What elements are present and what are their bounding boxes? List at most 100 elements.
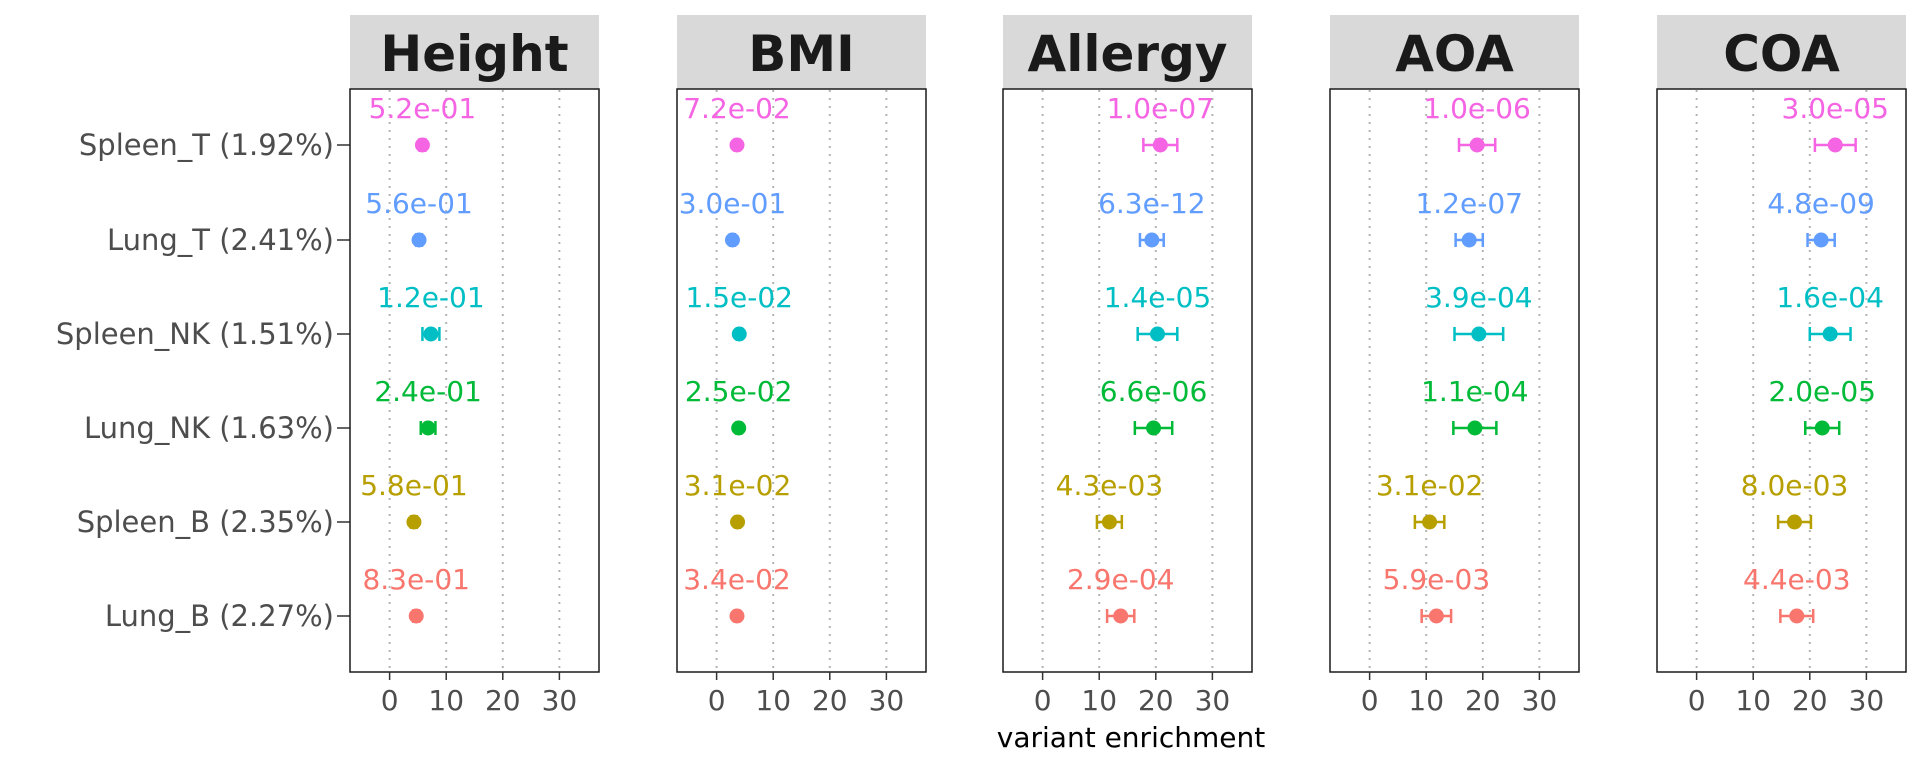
data-point (729, 608, 745, 624)
x-tick-label: 0 (1688, 684, 1706, 717)
x-tick-label: 20 (485, 684, 521, 717)
y-tick-label: Spleen_T (1.92%) (79, 128, 334, 162)
panel-title: AOA (1395, 25, 1514, 83)
panel-frame (676, 88, 927, 673)
p-value-label: 3.0e-01 (679, 187, 787, 220)
panel-title: Allergy (1028, 25, 1228, 83)
y-tick-label: Lung_NK (1.63%) (84, 411, 334, 445)
data-point (1469, 137, 1485, 153)
data-point (724, 232, 740, 248)
panel-title: COA (1723, 25, 1840, 83)
p-value-label: 2.4e-01 (374, 375, 482, 408)
data-point (1428, 608, 1444, 624)
x-tick-label: 10 (755, 684, 791, 717)
data-point (411, 232, 427, 248)
panel-title: BMI (748, 25, 854, 83)
data-point (1471, 326, 1487, 342)
data-point (414, 137, 430, 153)
y-tick-label: Spleen_B (2.35%) (77, 505, 334, 539)
p-value-label: 3.1e-02 (684, 469, 792, 502)
data-point (1789, 608, 1805, 624)
panel-title: Height (380, 25, 568, 83)
p-value-label: 3.9e-04 (1425, 281, 1533, 314)
p-value-label: 3.0e-05 (1782, 92, 1890, 125)
x-tick-label: 20 (1138, 684, 1174, 717)
p-value-label: 1.6e-04 (1776, 281, 1884, 314)
data-point (1149, 326, 1165, 342)
data-point (1467, 420, 1483, 436)
x-tick-label: 30 (1849, 684, 1885, 717)
data-point (1113, 608, 1129, 624)
panel-frame (1656, 88, 1907, 673)
x-axis-title: variant enrichment (997, 721, 1265, 754)
y-tick-label: Spleen_NK (1.51%) (56, 317, 334, 351)
p-value-label: 7.2e-02 (683, 92, 791, 125)
p-value-label: 1.0e-07 (1107, 92, 1215, 125)
x-tick-label: 30 (869, 684, 905, 717)
x-tick-label: 20 (1465, 684, 1501, 717)
panel-strip (677, 15, 926, 89)
p-value-label: 5.6e-01 (365, 187, 473, 220)
x-tick-label: 10 (1081, 684, 1117, 717)
data-point (1422, 514, 1438, 530)
x-tick-label: 30 (1195, 684, 1231, 717)
x-tick-label: 10 (1735, 684, 1771, 717)
data-point (1787, 514, 1803, 530)
p-value-label: 8.3e-01 (362, 563, 470, 596)
p-value-label: 1.1e-04 (1421, 375, 1529, 408)
x-tick-label: 20 (812, 684, 848, 717)
data-point (408, 608, 424, 624)
panel-strip (1330, 15, 1579, 89)
p-value-label: 3.4e-02 (683, 563, 791, 596)
data-point (731, 326, 747, 342)
p-value-label: 1.4e-05 (1104, 281, 1212, 314)
data-point (1152, 137, 1168, 153)
data-point (730, 514, 746, 530)
panel-frame (1329, 88, 1580, 673)
x-tick-label: 30 (542, 684, 578, 717)
panel-strip (1003, 15, 1252, 89)
panel-strip (1657, 15, 1906, 89)
y-tick-label: Lung_B (2.27%) (105, 599, 334, 633)
p-value-label: 5.8e-01 (360, 469, 468, 502)
x-tick-label: 20 (1792, 684, 1828, 717)
x-tick-label: 0 (708, 684, 726, 717)
data-point (1144, 232, 1160, 248)
data-point (1146, 420, 1162, 436)
data-point (1101, 514, 1117, 530)
data-point (406, 514, 422, 530)
data-point (1461, 232, 1477, 248)
x-tick-label: 10 (1408, 684, 1444, 717)
panel-frame (349, 88, 600, 673)
data-point (1814, 420, 1830, 436)
p-value-label: 1.0e-06 (1423, 92, 1531, 125)
p-value-label: 1.2e-01 (377, 281, 485, 314)
data-point (1813, 232, 1829, 248)
p-value-label: 1.2e-07 (1415, 187, 1523, 220)
p-value-label: 6.6e-06 (1100, 375, 1208, 408)
data-point (731, 420, 747, 436)
x-tick-label: 0 (381, 684, 399, 717)
y-tick-label: Lung_T (2.41%) (107, 223, 334, 257)
p-value-label: 6.3e-12 (1098, 187, 1206, 220)
x-tick-label: 0 (1034, 684, 1052, 717)
p-value-label: 3.1e-02 (1376, 469, 1484, 502)
data-point (423, 326, 439, 342)
p-value-label: 2.9e-04 (1067, 563, 1175, 596)
p-value-label: 2.0e-05 (1768, 375, 1876, 408)
x-tick-label: 0 (1361, 684, 1379, 717)
p-value-label: 2.5e-02 (685, 375, 793, 408)
p-value-label: 4.4e-03 (1743, 563, 1851, 596)
p-value-label: 4.8e-09 (1767, 187, 1875, 220)
p-value-label: 4.3e-03 (1056, 469, 1164, 502)
p-value-label: 1.5e-02 (686, 281, 794, 314)
panel-frame (1002, 88, 1253, 673)
panel-strip (350, 15, 599, 89)
p-value-label: 5.2e-01 (369, 92, 477, 125)
data-point (1822, 326, 1838, 342)
p-value-label: 5.9e-03 (1383, 563, 1491, 596)
x-tick-label: 30 (1522, 684, 1558, 717)
data-point (729, 137, 745, 153)
x-tick-label: 10 (428, 684, 464, 717)
